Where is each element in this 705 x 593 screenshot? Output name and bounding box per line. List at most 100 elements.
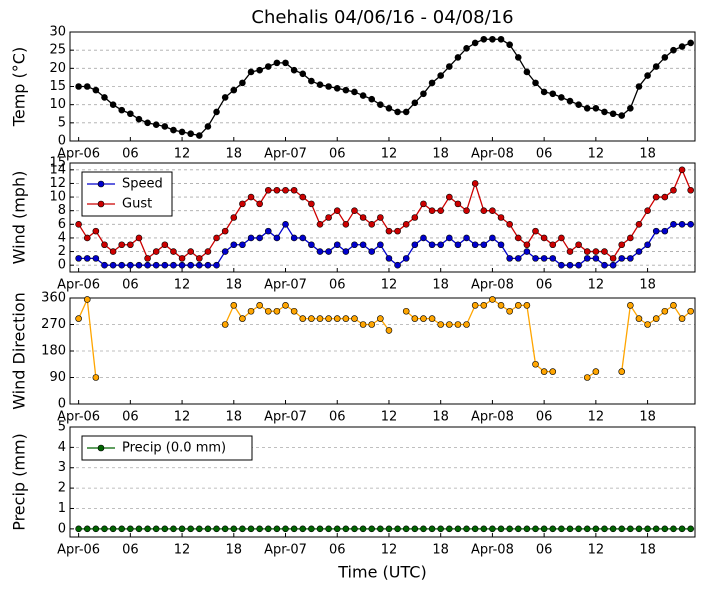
point: [204, 525, 212, 533]
point: [661, 54, 669, 61]
x-tick-label: 18: [639, 278, 656, 293]
x-tick-label: 06: [122, 147, 139, 162]
x-tick-label: 06: [536, 543, 553, 558]
point: [523, 525, 531, 533]
point: [359, 321, 367, 328]
point: [575, 241, 582, 249]
point: [161, 123, 169, 130]
point: [627, 525, 634, 533]
point: [368, 525, 376, 533]
point: [454, 321, 462, 328]
point: [489, 525, 496, 533]
x-tick-label: Apr-08: [471, 543, 514, 558]
chart-title: Chehalis 04/06/16 - 04/08/16: [251, 7, 513, 28]
point: [170, 126, 177, 134]
point: [661, 193, 669, 201]
point: [256, 66, 263, 74]
point: [230, 241, 238, 249]
point: [109, 101, 117, 108]
point: [652, 525, 660, 533]
point: [497, 241, 505, 249]
point: [644, 207, 651, 214]
point: [92, 525, 100, 533]
point: [678, 166, 686, 174]
point: [299, 525, 307, 533]
point: [101, 261, 108, 269]
x-tick-label: 06: [329, 147, 346, 162]
point: [170, 261, 177, 269]
point: [118, 241, 126, 249]
x-tick-label: 06: [329, 543, 346, 558]
y-tick-label: 4: [58, 230, 66, 245]
point: [480, 525, 488, 533]
y-tick-label: 270: [41, 317, 66, 332]
plot-frame: [69, 297, 696, 405]
x-tick-label: 18: [226, 410, 243, 425]
y-tick-label: 0: [58, 258, 66, 273]
point: [661, 307, 669, 315]
point: [558, 234, 565, 242]
point: [670, 186, 677, 194]
x-tick-label: Apr-06: [57, 543, 100, 558]
point: [480, 207, 488, 214]
point: [127, 525, 134, 533]
point: [540, 88, 548, 96]
point: [670, 302, 677, 309]
point: [532, 79, 539, 87]
point: [308, 315, 315, 322]
point: [75, 315, 82, 322]
point: [127, 110, 134, 118]
point: [592, 248, 600, 255]
point: [609, 261, 617, 269]
point: [471, 241, 479, 249]
point: [394, 227, 401, 235]
point: [161, 525, 169, 533]
point: [471, 180, 479, 187]
plot-frame: [69, 426, 696, 538]
point: [290, 186, 298, 194]
point: [333, 207, 341, 214]
point: [247, 525, 255, 533]
point: [342, 86, 350, 94]
point: [454, 200, 462, 208]
point: [118, 261, 126, 269]
point: [221, 525, 229, 533]
point: [420, 90, 427, 98]
point: [471, 302, 479, 309]
x-tick-label: 18: [432, 543, 449, 558]
point: [101, 94, 108, 101]
point: [463, 45, 470, 52]
point: [282, 525, 289, 533]
y-tick-label: 5: [58, 115, 66, 130]
point: [592, 255, 600, 262]
point: [463, 234, 470, 242]
point: [549, 90, 557, 98]
point: [627, 234, 634, 242]
point: [532, 360, 539, 368]
x-tick-label: 18: [226, 543, 243, 558]
point: [489, 35, 496, 43]
point: [506, 221, 513, 228]
point: [566, 525, 574, 533]
point: [446, 525, 453, 533]
point: [635, 221, 643, 228]
y-tick-label: 20: [49, 61, 66, 76]
point: [230, 214, 238, 221]
point: [196, 132, 203, 139]
y-tick-label: 10: [49, 190, 66, 205]
point: [627, 302, 634, 309]
point: [583, 248, 591, 255]
point: [368, 95, 376, 103]
point: [144, 525, 151, 533]
point: [437, 207, 444, 214]
point: [127, 241, 134, 249]
point: [463, 321, 470, 328]
point: [118, 106, 126, 114]
point: [635, 83, 643, 90]
point: [221, 248, 229, 255]
point: [506, 525, 513, 533]
point: [316, 525, 324, 533]
point: [333, 241, 341, 249]
point: [351, 315, 358, 322]
x-tick-label: Apr-08: [471, 278, 514, 293]
